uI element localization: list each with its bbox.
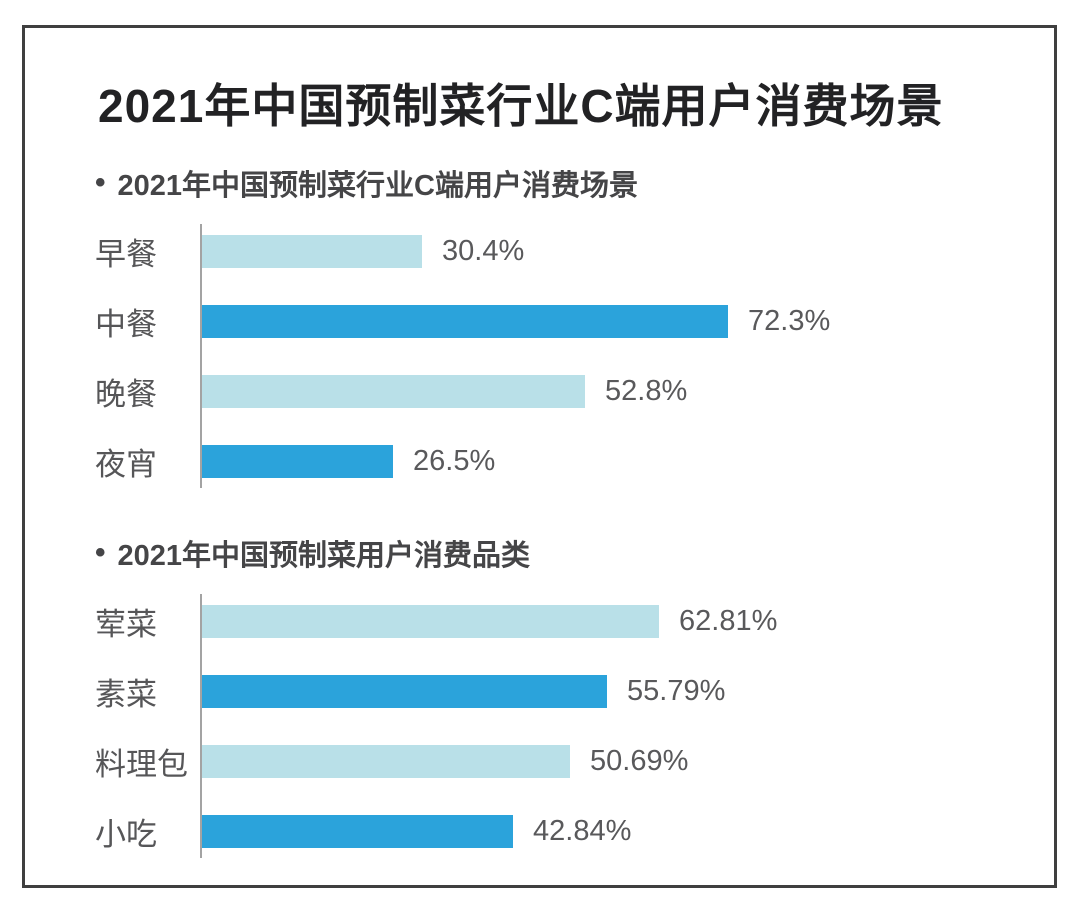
value-label: 55.79% (627, 674, 726, 707)
bar-row: 小吃 42.84% (95, 796, 1025, 866)
category-label: 晚餐 (95, 376, 157, 412)
bar-cell: 52.8% (200, 374, 1025, 408)
bar (200, 674, 607, 708)
bar-chart-consumption-categories: 荤菜 62.81% 素菜 55.79% 料理包 50.69% 小吃 42.84% (95, 586, 1025, 866)
value-label: 72.3% (748, 304, 831, 337)
bullet-icon: • (95, 166, 106, 199)
section-title-text: 2021年中国预制菜用户消费品类 (117, 540, 531, 572)
category-label: 小吃 (95, 816, 157, 852)
bar (200, 604, 659, 638)
section-title-consumption-categories: • 2021年中国预制菜用户消费品类 (95, 532, 530, 574)
bar-cell: 55.79% (200, 674, 1025, 708)
bar-row: 中餐 72.3% (95, 286, 1025, 356)
bar-row: 荤菜 62.81% (95, 586, 1025, 656)
category-label: 料理包 (95, 746, 188, 782)
value-label: 52.8% (605, 374, 688, 407)
category-label: 素菜 (95, 676, 157, 712)
bar (200, 744, 570, 778)
bar-row: 料理包 50.69% (95, 726, 1025, 796)
bar-cell: 50.69% (200, 744, 1025, 778)
value-label: 50.69% (590, 744, 689, 777)
bar (200, 814, 513, 848)
category-label: 荤菜 (95, 606, 157, 642)
bar (200, 234, 422, 268)
bar-cell: 30.4% (200, 234, 1025, 268)
category-label: 夜宵 (95, 446, 157, 482)
category-label: 中餐 (95, 306, 157, 342)
bullet-icon: • (95, 536, 106, 569)
bar-cell: 26.5% (200, 444, 1025, 478)
value-label: 62.81% (679, 604, 778, 637)
page-title: 2021年中国预制菜行业C端用户消费场景 (98, 80, 944, 132)
section-title-consumption-scenes: • 2021年中国预制菜行业C端用户消费场景 (95, 162, 638, 204)
bar-row: 夜宵 26.5% (95, 426, 1025, 496)
category-label: 早餐 (95, 236, 157, 272)
chart-card-frame: 2021年中国预制菜行业C端用户消费场景 • 2021年中国预制菜行业C端用户消… (22, 25, 1057, 888)
bar-rows-container: 荤菜 62.81% 素菜 55.79% 料理包 50.69% 小吃 42.84% (95, 586, 1025, 866)
bar-row: 早餐 30.4% (95, 216, 1025, 286)
bar-chart-consumption-scenes: 早餐 30.4% 中餐 72.3% 晚餐 52.8% 夜宵 26.5% (95, 216, 1025, 496)
bar (200, 304, 728, 338)
y-axis-line (200, 224, 202, 488)
bar (200, 374, 585, 408)
section-title-text: 2021年中国预制菜行业C端用户消费场景 (117, 170, 638, 202)
bar-rows-container: 早餐 30.4% 中餐 72.3% 晚餐 52.8% 夜宵 26.5% (95, 216, 1025, 496)
bar-cell: 42.84% (200, 814, 1025, 848)
bar-cell: 72.3% (200, 304, 1025, 338)
bar (200, 444, 393, 478)
y-axis-line (200, 594, 202, 858)
bar-cell: 62.81% (200, 604, 1025, 638)
bar-row: 素菜 55.79% (95, 656, 1025, 726)
value-label: 26.5% (413, 444, 496, 477)
bar-row: 晚餐 52.8% (95, 356, 1025, 426)
value-label: 30.4% (442, 234, 525, 267)
value-label: 42.84% (533, 814, 632, 847)
